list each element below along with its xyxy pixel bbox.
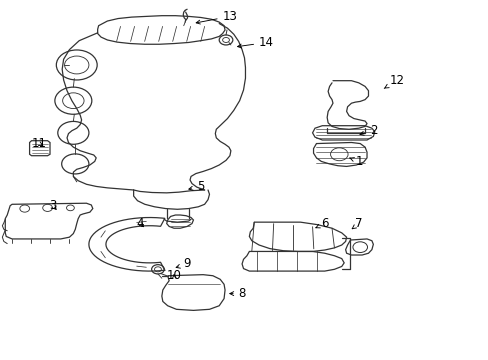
Text: 14: 14 xyxy=(237,36,274,49)
Text: 12: 12 xyxy=(384,74,404,89)
Text: 6: 6 xyxy=(315,217,328,230)
Text: 13: 13 xyxy=(196,10,237,24)
Text: 2: 2 xyxy=(359,124,377,137)
Text: 5: 5 xyxy=(188,180,204,193)
Text: 4: 4 xyxy=(136,217,144,230)
Text: 3: 3 xyxy=(49,199,56,212)
Text: 9: 9 xyxy=(176,257,191,270)
Text: 11: 11 xyxy=(31,137,46,150)
Text: 10: 10 xyxy=(166,269,181,282)
Text: 1: 1 xyxy=(349,155,362,168)
Text: 7: 7 xyxy=(351,217,362,230)
Text: 8: 8 xyxy=(229,287,245,300)
